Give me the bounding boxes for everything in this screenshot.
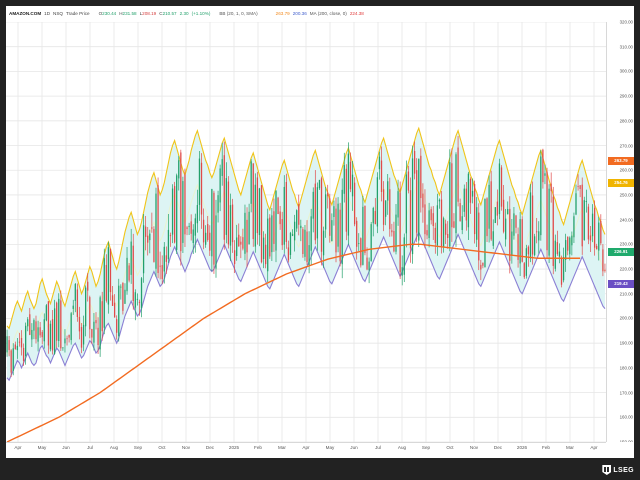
price-tick: 170.00 <box>619 390 633 396</box>
legend-ma-value: 224.38 <box>349 11 364 16</box>
legend-low-value: 208.19 <box>142 11 157 16</box>
legend-interval[interactable]: 1D <box>44 11 51 16</box>
date-tick: Apr <box>302 445 310 450</box>
date-tick: Oct <box>158 445 166 450</box>
price-tick: 190.00 <box>619 340 633 346</box>
legend-bb-upper-value: 263.79 <box>275 11 290 16</box>
price-tick: 270.00 <box>619 143 633 149</box>
legend-change-percent: (+1.10%) <box>191 11 211 16</box>
date-tick: May <box>37 445 47 450</box>
price-tick: 160.00 <box>619 414 633 420</box>
legend-symbol[interactable]: AMAZON.COM <box>9 11 42 16</box>
bb-upper-tag[interactable]: 263.79 <box>608 156 634 165</box>
legend-low-label: L <box>139 11 143 16</box>
date-tick: Apr <box>14 445 22 450</box>
price-tick: 300.00 <box>619 68 633 74</box>
legend-high-value: 231.58 <box>122 11 137 16</box>
legend-high-label: H <box>119 11 123 16</box>
date-tick: Apr <box>590 445 598 450</box>
price-tick: 250.00 <box>619 192 633 198</box>
date-tick: Dec <box>205 445 215 450</box>
date-tick: Jun <box>350 445 358 450</box>
date-tick: Aug <box>397 445 407 450</box>
legend-exchange: NSQ <box>53 11 63 16</box>
date-tick: Feb <box>542 445 550 450</box>
legend-series-type: Trade Price <box>66 11 90 16</box>
date-tick: 2026 <box>516 445 528 450</box>
chart-paper: AMAZON.COM 1D NSQ Trade Price O230.44 H231.58… <box>6 6 634 458</box>
date-tick: Oct <box>446 445 454 450</box>
chart-legend-header[interactable]: AMAZON.COM 1D NSQ Trade Price O230.44 H231.58… <box>6 6 634 22</box>
candlestick-series <box>6 136 606 378</box>
date-tick: Jul <box>375 445 381 450</box>
price-tick: 220.00 <box>619 266 633 272</box>
legend-bollinger-label[interactable]: BB (20, 1, 0, SMA) <box>219 11 258 16</box>
date-axis[interactable]: Apr May Jun Jul Aug Sep Oct Nov Dec 2025 Feb Mar Apr… <box>6 442 634 458</box>
date-tick: Mar <box>278 445 286 450</box>
price-tick: 260.00 <box>619 167 633 173</box>
price-axis[interactable]: 320.00 310.00 300.00 290.00 280.00 270.00 260.… <box>606 19 634 445</box>
price-tick: 230.00 <box>619 241 633 247</box>
date-tick: Mar <box>566 445 574 450</box>
price-tick: 310.00 <box>619 44 633 50</box>
legend-ma-label[interactable]: MA (200, close, 0) <box>309 11 347 16</box>
price-tick: 240.00 <box>619 217 633 223</box>
date-tick: Jun <box>62 445 70 450</box>
date-tick: May <box>325 445 335 450</box>
legend-bb-lower-value: 200.36 <box>292 11 307 16</box>
lseg-logo-icon <box>602 465 612 475</box>
ma-tag[interactable]: 254.76 <box>608 179 634 188</box>
last-tag[interactable]: 219.43 <box>608 279 634 288</box>
lseg-watermark: LSEG <box>602 463 634 477</box>
lseg-brand-text: LSEG <box>613 466 634 474</box>
price-tick: 180.00 <box>619 365 633 371</box>
bollinger-lower-line <box>6 230 606 382</box>
legend-change-value: 2.30 <box>179 11 189 16</box>
price-tick: 210.00 <box>619 291 633 297</box>
date-tick: Sep <box>421 445 431 450</box>
price-tick: 200.00 <box>619 315 633 321</box>
legend-open-label: O <box>98 11 103 16</box>
close-tag[interactable]: 226.91 <box>608 247 634 256</box>
legend-close-value: 210.57 <box>162 11 177 16</box>
legend-close-label: C <box>159 11 163 16</box>
chart-plot-area[interactable] <box>6 22 606 442</box>
date-tick: Dec <box>493 445 503 450</box>
price-axis-line <box>606 22 607 442</box>
date-tick: Aug <box>109 445 119 450</box>
price-tick: 290.00 <box>619 93 633 99</box>
date-tick: Feb <box>254 445 262 450</box>
date-axis-line <box>6 442 606 443</box>
legend-open-value: 230.44 <box>102 11 117 16</box>
date-tick: Nov <box>181 445 191 450</box>
date-tick: Sep <box>133 445 143 450</box>
price-chart-svg[interactable] <box>6 22 606 442</box>
date-tick: Nov <box>469 445 479 450</box>
date-tick: 2025 <box>228 445 240 450</box>
price-tick: 280.00 <box>619 118 633 124</box>
ma200-line <box>6 243 581 442</box>
date-tick: Jul <box>87 445 93 450</box>
bollinger-upper-line <box>6 126 606 330</box>
price-tick: 320.00 <box>619 19 633 25</box>
